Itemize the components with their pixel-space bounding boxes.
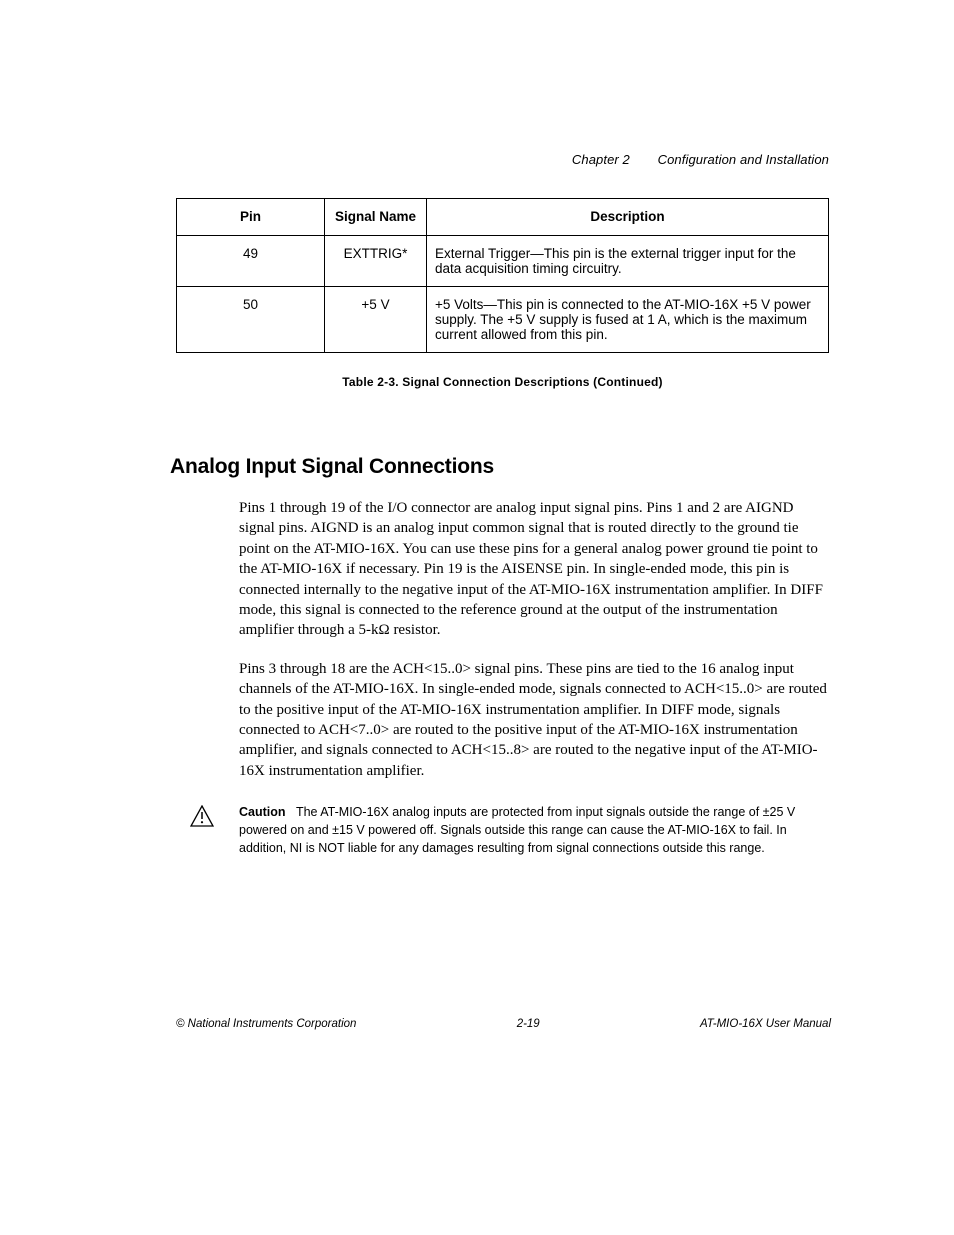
col-header-pin: Pin [177, 199, 325, 236]
caution-text: Caution The AT-MIO-16X analog inputs are… [239, 803, 829, 857]
caution-body: The AT-MIO-16X analog inputs are protect… [239, 805, 795, 855]
header-title: Configuration and Installation [658, 152, 829, 167]
cell-pin: 49 [177, 236, 325, 287]
running-header: Chapter 2 Configuration and Installation [572, 152, 829, 167]
page-footer: © National Instruments Corporation 2-19 … [176, 1018, 831, 1030]
cell-signal: +5 V [325, 287, 427, 353]
signal-table: Pin Signal Name Description 49 EXTTRIG* … [176, 198, 829, 353]
header-chapter: Chapter 2 [572, 152, 630, 167]
cell-desc: +5 Volts—This pin is connected to the AT… [427, 287, 829, 353]
col-header-signal: Signal Name [325, 199, 427, 236]
footer-right: AT-MIO-16X User Manual [700, 1018, 831, 1030]
footer-left: © National Instruments Corporation [176, 1018, 356, 1030]
caution-lead: Caution [239, 805, 286, 819]
cell-desc: External Trigger—This pin is the externa… [427, 236, 829, 287]
content-area: Pin Signal Name Description 49 EXTTRIG* … [176, 198, 829, 857]
cell-pin: 50 [177, 287, 325, 353]
table-caption: Table 2-3. Signal Connection Description… [176, 375, 829, 389]
col-header-desc: Description [427, 199, 829, 236]
body-block: Pins 1 through 19 of the I/O connector a… [239, 498, 829, 781]
page-root: Chapter 2 Configuration and Installation… [0, 0, 954, 1235]
body-paragraph: Pins 3 through 18 are the ACH<15..0> sig… [239, 659, 829, 781]
footer-page-number: 2-19 [517, 1018, 540, 1030]
table-row: 49 EXTTRIG* External Trigger—This pin is… [177, 236, 829, 287]
caution-block: Caution The AT-MIO-16X analog inputs are… [176, 803, 829, 857]
table-header-row: Pin Signal Name Description [177, 199, 829, 236]
cell-signal: EXTTRIG* [325, 236, 427, 287]
section-heading: Analog Input Signal Connections [170, 455, 829, 479]
caution-icon [190, 805, 214, 832]
table-row: 50 +5 V +5 Volts—This pin is connected t… [177, 287, 829, 353]
body-paragraph: Pins 1 through 19 of the I/O connector a… [239, 498, 829, 641]
